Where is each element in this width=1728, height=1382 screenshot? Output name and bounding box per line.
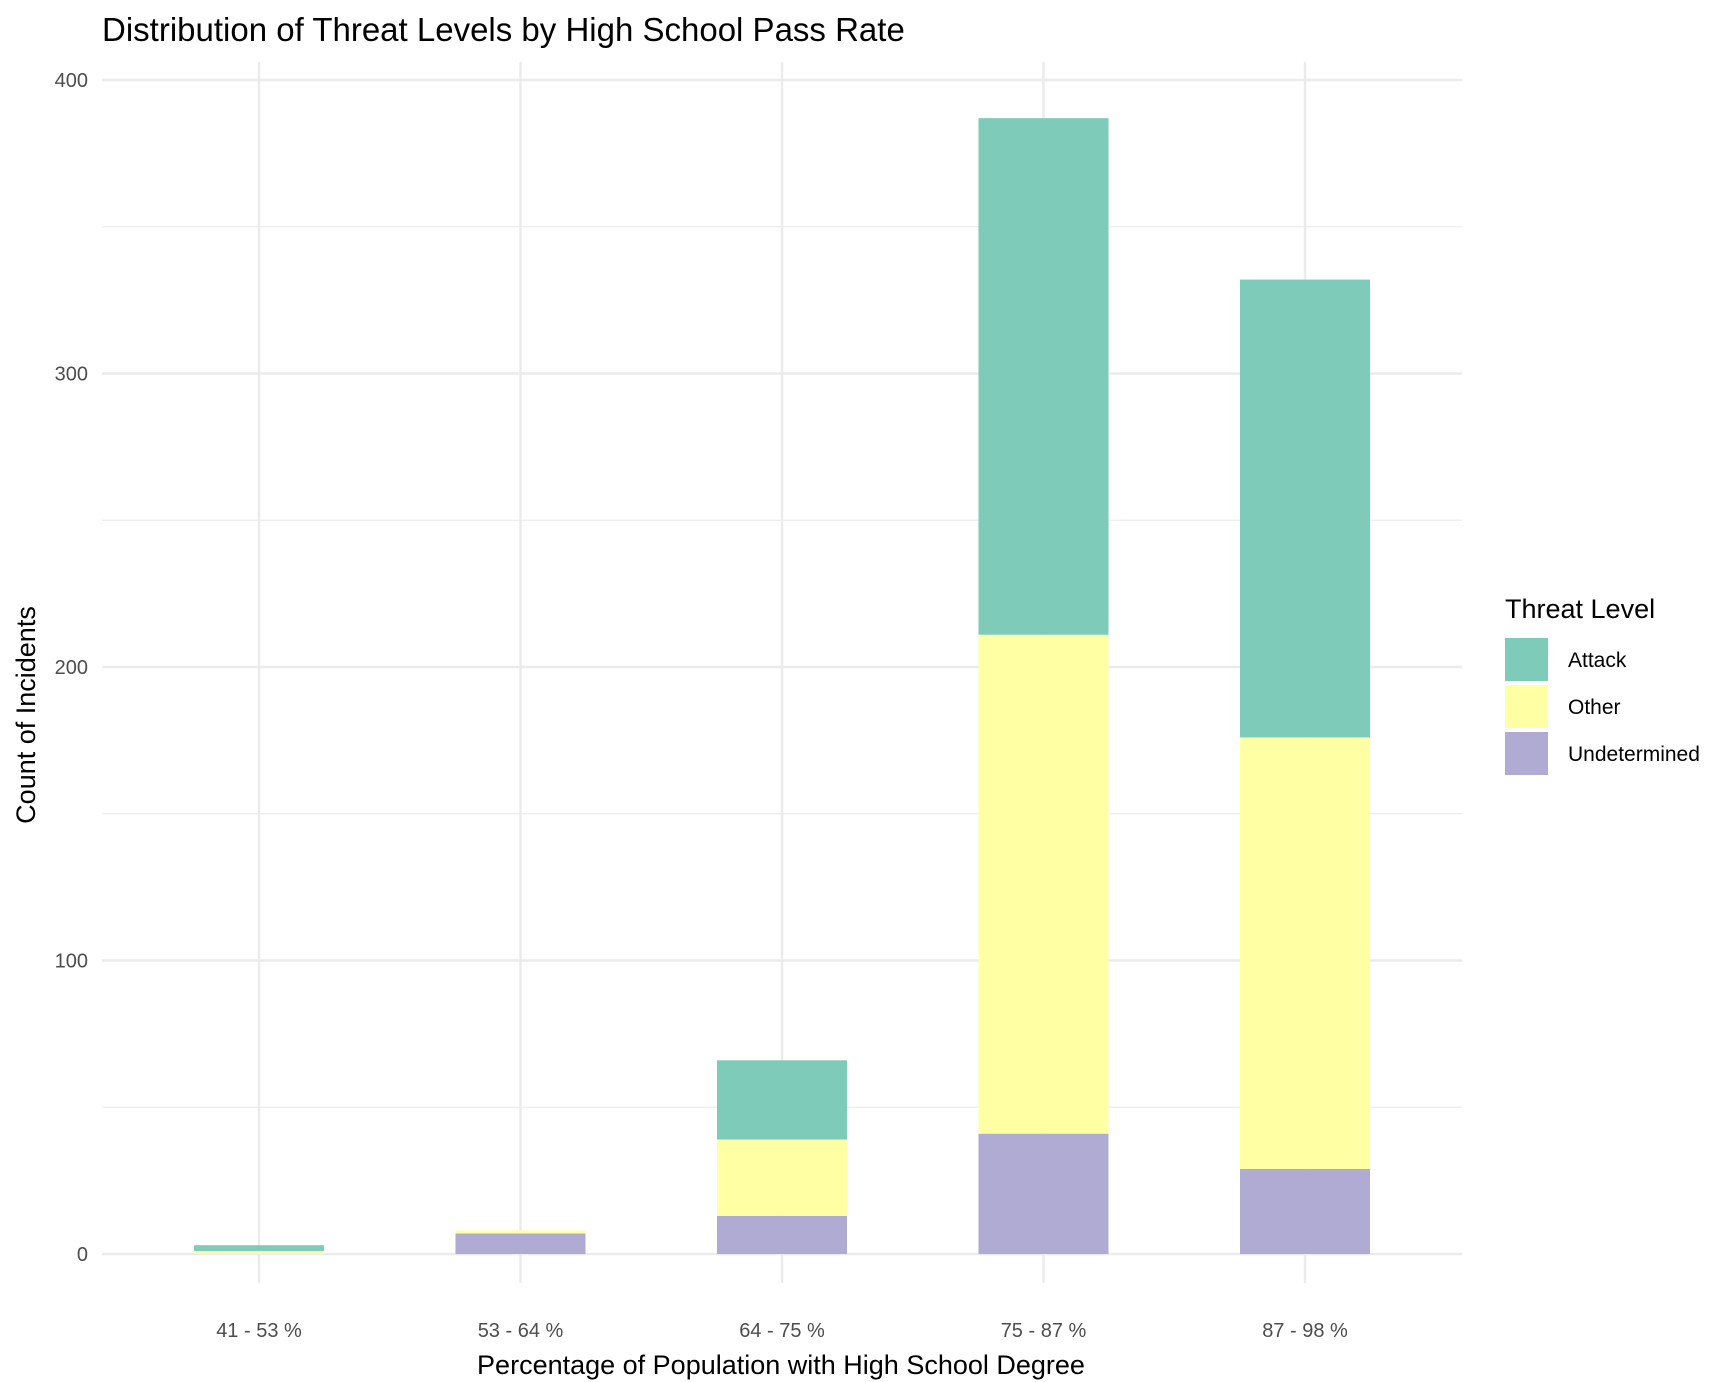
x-tick-label: 75 - 87 % — [1001, 1320, 1087, 1342]
y-tick-label: 400 — [55, 70, 88, 92]
legend-title: Threat Level — [1505, 594, 1655, 624]
bar-segment-undetermined — [978, 1133, 1109, 1254]
bar-segment-attack — [194, 1245, 324, 1252]
bar-segment-other — [455, 1230, 586, 1234]
x-axis-ticks: 41 - 53 % 53 - 64 % 64 - 75 % 75 - 87 % 87 -… — [216, 1320, 1348, 1342]
legend-key-undetermined — [1505, 732, 1548, 775]
y-tick-label: 300 — [55, 364, 88, 386]
bar-segment-other — [194, 1251, 324, 1254]
y-tick-label: 200 — [55, 657, 88, 679]
legend-items: Attack Other Undetermined — [1505, 638, 1700, 775]
x-tick-label: 64 - 75 % — [739, 1320, 825, 1342]
y-axis-ticks: 0 100 200 300 400 — [55, 70, 88, 1266]
bar-segment-other — [978, 634, 1109, 1134]
bar-segment-other — [1240, 737, 1370, 1169]
bar-segment-attack — [978, 118, 1109, 635]
bar-segment-attack — [1240, 279, 1370, 738]
y-axis-title: Count of Incidents — [11, 606, 41, 824]
bar-segment-attack — [717, 1060, 847, 1140]
bar-segment-undetermined — [455, 1233, 586, 1254]
y-tick-label: 0 — [77, 1244, 88, 1266]
x-tick-label: 41 - 53 % — [216, 1320, 302, 1342]
legend-label-attack: Attack — [1568, 649, 1627, 672]
bar-segment-undetermined — [1240, 1168, 1370, 1254]
legend-label-undetermined: Undetermined — [1568, 743, 1700, 766]
x-tick-label: 53 - 64 % — [478, 1320, 564, 1342]
bar-segment-undetermined — [717, 1215, 847, 1254]
y-tick-label: 100 — [55, 951, 88, 973]
legend-label-other: Other — [1568, 696, 1621, 719]
bar-segment-other — [717, 1139, 847, 1216]
bars — [194, 118, 1370, 1254]
x-axis-title: Percentage of Population with High Schoo… — [477, 1350, 1085, 1380]
legend: Threat Level Attack Other Undetermined — [1505, 594, 1700, 775]
legend-key-attack — [1505, 638, 1548, 681]
x-tick-label: 87 - 98 % — [1262, 1320, 1348, 1342]
chart-title: Distribution of Threat Levels by High Sc… — [102, 11, 905, 48]
legend-key-other — [1505, 685, 1548, 728]
